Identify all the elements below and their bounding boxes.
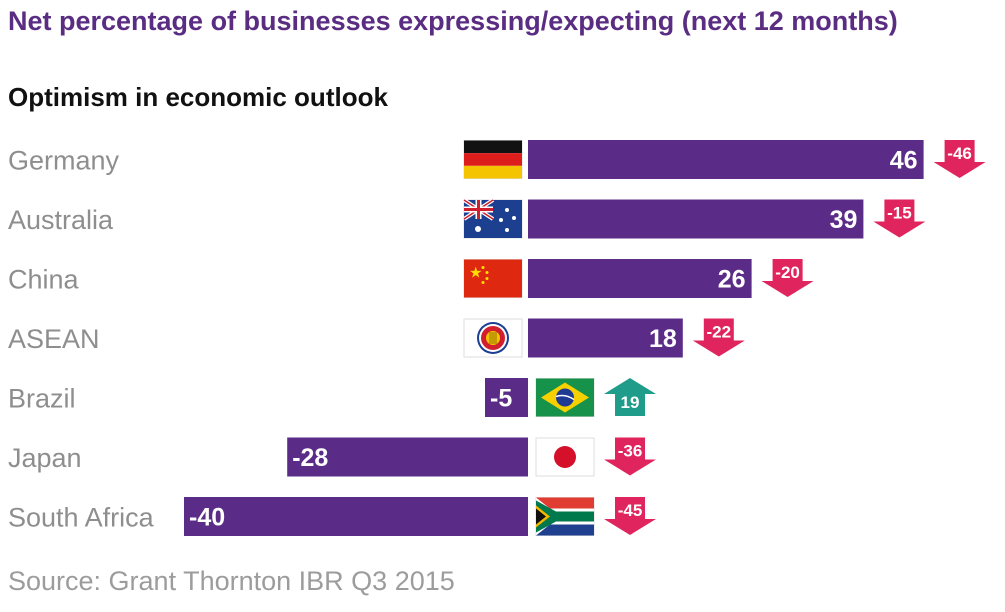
value-label: 18 (649, 325, 677, 353)
value-label: -28 (292, 444, 328, 472)
chart-row: Germany 46 -46 (8, 140, 986, 179)
value-label: 39 (830, 206, 858, 234)
change-arrow (692, 318, 745, 357)
change-arrow (604, 497, 656, 535)
bar (485, 378, 528, 417)
germany-flag (463, 140, 523, 179)
change-arrow (604, 437, 656, 476)
chart-row: China 26 ★ -20 (8, 259, 814, 298)
south-africa-flag (535, 497, 595, 536)
value-label: -5 (490, 385, 512, 413)
change-arrow (933, 140, 986, 178)
brazil-flag (535, 378, 595, 417)
bar (528, 199, 864, 239)
category-label: Germany (8, 146, 120, 176)
bar (528, 259, 752, 298)
chart-row: Australia 39 -15 (8, 198, 926, 239)
change-arrow (604, 378, 656, 416)
bar (528, 140, 924, 179)
bar (184, 497, 528, 536)
value-label: 46 (890, 147, 918, 175)
category-label: China (8, 265, 80, 295)
change-arrow (761, 259, 814, 297)
change-label: -22 (707, 323, 732, 342)
china-flag: ★ (463, 259, 523, 298)
change-label: 19 (621, 393, 640, 412)
change-label: -46 (947, 144, 972, 163)
change-arrow (873, 199, 926, 238)
asean-flag (463, 318, 523, 358)
chart-row: Japan -28 -36 (8, 437, 656, 477)
category-label: Japan (8, 443, 82, 473)
change-label: -20 (775, 263, 800, 282)
change-label: -15 (887, 204, 912, 223)
source-note: Source: Grant Thornton IBR Q3 2015 (8, 566, 455, 596)
japan-flag (535, 437, 595, 477)
category-label: ASEAN (8, 324, 100, 354)
chart-title: Net percentage of businesses expressing/… (8, 6, 898, 36)
chart-row: Brazil -5 19 (8, 378, 656, 417)
category-label: Brazil (8, 384, 76, 414)
chart-row: South Africa -40 -45 (8, 497, 656, 536)
change-label: -45 (618, 501, 643, 520)
category-label: South Africa (8, 503, 155, 533)
chart-subtitle: Optimism in economic outlook (8, 82, 388, 112)
chart-row: ASEAN 18 -22 (8, 318, 745, 358)
australia-flag (462, 198, 523, 239)
value-label: 26 (718, 266, 746, 294)
value-label: -40 (189, 504, 225, 532)
category-label: Australia (8, 205, 114, 235)
bar (528, 318, 683, 358)
svg-text:★: ★ (469, 264, 482, 282)
bar (287, 437, 528, 477)
change-label: -36 (618, 442, 643, 461)
